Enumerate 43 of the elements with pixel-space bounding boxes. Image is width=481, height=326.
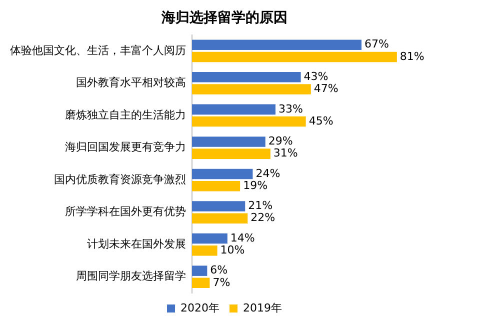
bar <box>192 136 266 147</box>
bar <box>192 52 397 62</box>
data-label: 47% <box>314 82 338 96</box>
data-label: 33% <box>278 102 303 116</box>
y-tick-label: 所学学科在国外更有优势 <box>65 205 186 218</box>
data-label: 81% <box>400 50 424 63</box>
bar <box>192 148 270 159</box>
bar <box>192 233 228 244</box>
data-label: 45% <box>308 114 334 128</box>
data-label: 6% <box>210 264 228 277</box>
bar <box>192 278 210 288</box>
data-label: 21% <box>248 199 273 212</box>
bar <box>192 213 248 224</box>
bar <box>192 245 218 256</box>
bar <box>192 104 276 115</box>
y-tick-label: 磨炼独立自主的生活能力 <box>65 108 186 122</box>
y-tick-label: 国内优质教育资源竞争激烈 <box>54 172 186 186</box>
data-label: 67% <box>364 38 389 51</box>
legend-label: 2019年 <box>243 301 282 314</box>
bar <box>192 84 311 94</box>
bar <box>192 72 301 82</box>
data-label: 22% <box>250 211 276 224</box>
bar <box>192 40 362 50</box>
chart-title: 海归选择留学的原因 <box>160 10 288 26</box>
y-tick-label: 计划未来在国外发展 <box>87 237 186 250</box>
bar <box>192 116 306 127</box>
bar <box>192 266 208 276</box>
legend-label: 2020年 <box>180 301 220 314</box>
data-label: 24% <box>256 166 280 180</box>
data-label: 7% <box>212 276 230 289</box>
data-label: 14% <box>230 231 255 244</box>
bar <box>192 168 253 180</box>
data-label: 10% <box>220 244 245 256</box>
data-label: 31% <box>273 146 298 160</box>
data-label: 29% <box>268 134 293 148</box>
y-tick-label: 国外教育水平相对较高 <box>76 76 186 90</box>
y-tick-label: 海归回国发展更有竞争力 <box>65 140 186 154</box>
data-label: 19% <box>243 178 268 192</box>
y-tick-label: 周围同学朋友选择留学 <box>76 270 186 283</box>
y-tick-label: 体验他国文化、生活，丰富个人阅历 <box>10 44 186 57</box>
data-label: 43% <box>304 70 328 84</box>
bar <box>192 180 240 192</box>
bar <box>192 201 246 212</box>
